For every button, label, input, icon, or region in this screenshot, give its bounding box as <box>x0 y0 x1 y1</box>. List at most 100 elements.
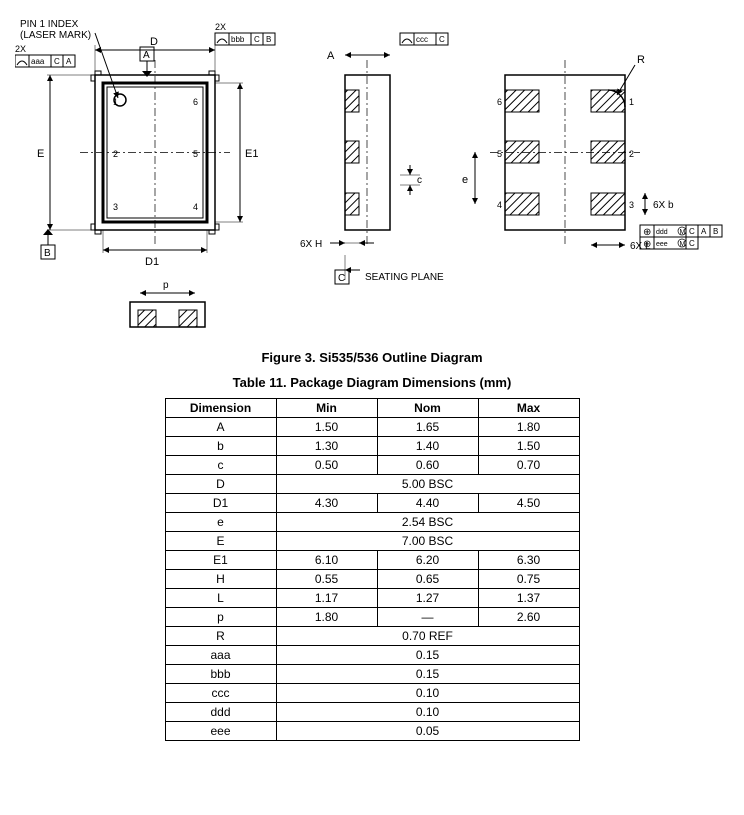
svg-text:C: C <box>338 273 345 284</box>
table-row: ccc0.10 <box>165 684 579 703</box>
svg-text:C: C <box>439 35 445 44</box>
cell-dimension: R <box>165 627 276 646</box>
cell-nom: 1.40 <box>377 437 478 456</box>
cell-span: 0.05 <box>276 722 579 741</box>
cell-max: 6.30 <box>478 551 579 570</box>
svg-text:C: C <box>689 227 695 236</box>
svg-text:C: C <box>54 57 60 66</box>
svg-text:e: e <box>462 174 468 186</box>
cell-min: 1.80 <box>276 608 377 627</box>
svg-text:C: C <box>254 35 260 44</box>
end-view: p <box>130 280 205 327</box>
dim-D1: D1 <box>145 256 159 268</box>
cell-dimension: aaa <box>165 646 276 665</box>
cell-dimension: A <box>165 418 276 437</box>
datum-B: B <box>41 229 55 259</box>
svg-text:2X: 2X <box>15 44 26 54</box>
svg-text:aaa: aaa <box>31 57 45 66</box>
cell-dimension: E <box>165 532 276 551</box>
cell-max: 0.70 <box>478 456 579 475</box>
table-row: eee0.05 <box>165 722 579 741</box>
cell-dimension: H <box>165 570 276 589</box>
table-row: R0.70 REF <box>165 627 579 646</box>
cell-dimension: b <box>165 437 276 456</box>
cell-nom: 6.20 <box>377 551 478 570</box>
cell-span: 5.00 BSC <box>276 475 579 494</box>
svg-text:p: p <box>163 280 169 291</box>
cell-min: 1.50 <box>276 418 377 437</box>
svg-text:2X: 2X <box>215 22 226 32</box>
cell-nom: — <box>377 608 478 627</box>
cell-max: 1.80 <box>478 418 579 437</box>
svg-text:5: 5 <box>497 149 502 159</box>
table-row: A1.501.651.80 <box>165 418 579 437</box>
table-row: aaa0.15 <box>165 646 579 665</box>
pin-3-label: 3 <box>113 202 118 212</box>
table-row: E7.00 BSC <box>165 532 579 551</box>
col-min: Min <box>276 399 377 418</box>
svg-text:bbb: bbb <box>231 35 245 44</box>
svg-text:6: 6 <box>497 97 502 107</box>
cell-span: 0.15 <box>276 665 579 684</box>
pin1-index-label: PIN 1 INDEX <box>20 19 79 30</box>
svg-text:M: M <box>680 241 686 248</box>
bottom-view: 1 2 3 4 5 6 e 6X L 6X b R <box>462 54 674 252</box>
cell-dimension: ccc <box>165 684 276 703</box>
svg-text:C: C <box>689 239 695 248</box>
svg-text:3: 3 <box>629 200 634 210</box>
table-row: D14.304.404.50 <box>165 494 579 513</box>
col-dimension: Dimension <box>165 399 276 418</box>
svg-text:4: 4 <box>497 200 502 210</box>
datum-A: A <box>140 47 154 77</box>
laser-mark-label: (LASER MARK) <box>20 30 91 41</box>
cell-max: 1.50 <box>478 437 579 456</box>
cell-dimension: c <box>165 456 276 475</box>
fcf-ddd-eee: ⊕ ddd M C A B ⊕ eee M C <box>640 225 722 250</box>
pin-1-label: 1 <box>113 97 118 107</box>
svg-text:A: A <box>143 50 150 61</box>
figure-caption: Figure 3. Si535/536 Outline Diagram <box>15 350 729 365</box>
table-row: L1.171.271.37 <box>165 589 579 608</box>
pin-6-label: 6 <box>193 97 198 107</box>
table-row: e2.54 BSC <box>165 513 579 532</box>
cell-min: 1.17 <box>276 589 377 608</box>
cell-max: 0.75 <box>478 570 579 589</box>
svg-text:6X b: 6X b <box>653 200 674 211</box>
svg-text:B: B <box>44 248 51 259</box>
cell-span: 0.70 REF <box>276 627 579 646</box>
cell-max: 4.50 <box>478 494 579 513</box>
cell-min: 0.55 <box>276 570 377 589</box>
cell-dimension: E1 <box>165 551 276 570</box>
side-view: A c 6X H SEATING PLANE C <box>300 50 444 284</box>
fcf-ccc: ccc C <box>400 33 448 45</box>
svg-text:A: A <box>701 227 707 236</box>
cell-span: 0.15 <box>276 646 579 665</box>
svg-text:B: B <box>713 227 718 236</box>
svg-text:⊕: ⊕ <box>643 239 651 250</box>
svg-text:⊕: ⊕ <box>643 227 651 238</box>
fcf-bbb: 2X bbb C B <box>215 22 275 45</box>
cell-dimension: bbb <box>165 665 276 684</box>
pin-5-label: 5 <box>193 149 198 159</box>
svg-text:B: B <box>266 35 271 44</box>
svg-text:2: 2 <box>629 149 634 159</box>
seating-plane-label: SEATING PLANE <box>365 272 444 283</box>
top-view: 1 2 3 4 5 6 <box>80 60 230 245</box>
dim-E1: E1 <box>245 148 258 160</box>
col-nom: Nom <box>377 399 478 418</box>
svg-text:6X H: 6X H <box>300 239 322 250</box>
outline-diagram: 1 2 3 4 5 6 D D1 E E1 PIN 1 INDEX (LAS <box>15 15 729 335</box>
cell-min: 1.30 <box>276 437 377 456</box>
svg-text:c: c <box>417 175 422 186</box>
fcf-aaa: 2X aaa C A <box>15 44 75 67</box>
table-row: b1.301.401.50 <box>165 437 579 456</box>
cell-dimension: eee <box>165 722 276 741</box>
pin-2-label: 2 <box>113 149 118 159</box>
cell-dimension: L <box>165 589 276 608</box>
cell-span: 2.54 BSC <box>276 513 579 532</box>
cell-dimension: D1 <box>165 494 276 513</box>
cell-span: 0.10 <box>276 684 579 703</box>
cell-nom: 0.60 <box>377 456 478 475</box>
svg-text:eee: eee <box>656 241 668 248</box>
cell-max: 1.37 <box>478 589 579 608</box>
